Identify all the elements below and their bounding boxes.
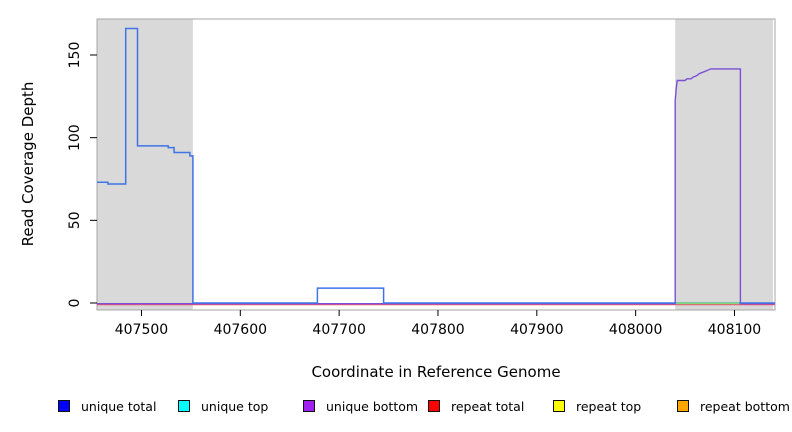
x-tick-label: 407500 [115, 322, 168, 338]
legend-chip-repeat-top [553, 400, 565, 412]
y-tick-label: 100 [67, 124, 83, 151]
legend-item-unique-bottom: unique bottom [303, 396, 418, 416]
series-lines [97, 27, 775, 306]
y-axis-title: Read Coverage Depth [19, 82, 37, 247]
left-repeat-region [97, 19, 193, 310]
legend-label: repeat bottom [700, 398, 790, 414]
legend-label: unique total [81, 398, 157, 414]
chart-legend: unique total unique top unique bottom repea… [0, 396, 792, 420]
x-tick-label: 408100 [708, 322, 761, 338]
legend-chip-unique-top [178, 400, 190, 412]
legend-item-repeat-total: repeat total [428, 396, 524, 416]
series-unique-total [97, 27, 775, 304]
coverage-chart: 407500 407600 407700 407800 407900 408000 4081… [19, 18, 776, 381]
plot-border [96, 18, 776, 311]
legend-chip-repeat-bottom [677, 400, 689, 412]
legend-chip-unique-total [58, 400, 70, 412]
legend-label: unique bottom [326, 398, 419, 414]
legend-item-repeat-bottom: repeat bottom [677, 396, 790, 416]
y-tick-label: 50 [67, 211, 83, 229]
shaded-regions [97, 19, 774, 310]
axes: 407500 407600 407700 407800 407900 408000 4081… [67, 42, 761, 338]
y-tick-label: 0 [67, 299, 83, 308]
y-tick-label: 150 [67, 42, 83, 69]
legend-chip-repeat-total [428, 400, 440, 412]
legend-chip-unique-bottom [303, 400, 315, 412]
x-axis-title: Coordinate in Reference Genome [311, 363, 560, 381]
series-unique-bottom [97, 68, 775, 305]
legend-label: repeat total [451, 398, 525, 414]
legend-label: unique top [201, 398, 269, 414]
legend-item-repeat-top: repeat top [553, 396, 641, 416]
legend-item-unique-total: unique total [58, 396, 156, 416]
legend-label: repeat top [576, 398, 642, 414]
x-tick-label: 408000 [609, 322, 662, 338]
legend-item-unique-top: unique top [178, 396, 268, 416]
x-tick-label: 407700 [312, 322, 365, 338]
x-tick-label: 407800 [411, 322, 464, 338]
right-repeat-region [675, 19, 774, 310]
x-tick-label: 407600 [214, 322, 267, 338]
x-tick-label: 407900 [510, 322, 563, 338]
